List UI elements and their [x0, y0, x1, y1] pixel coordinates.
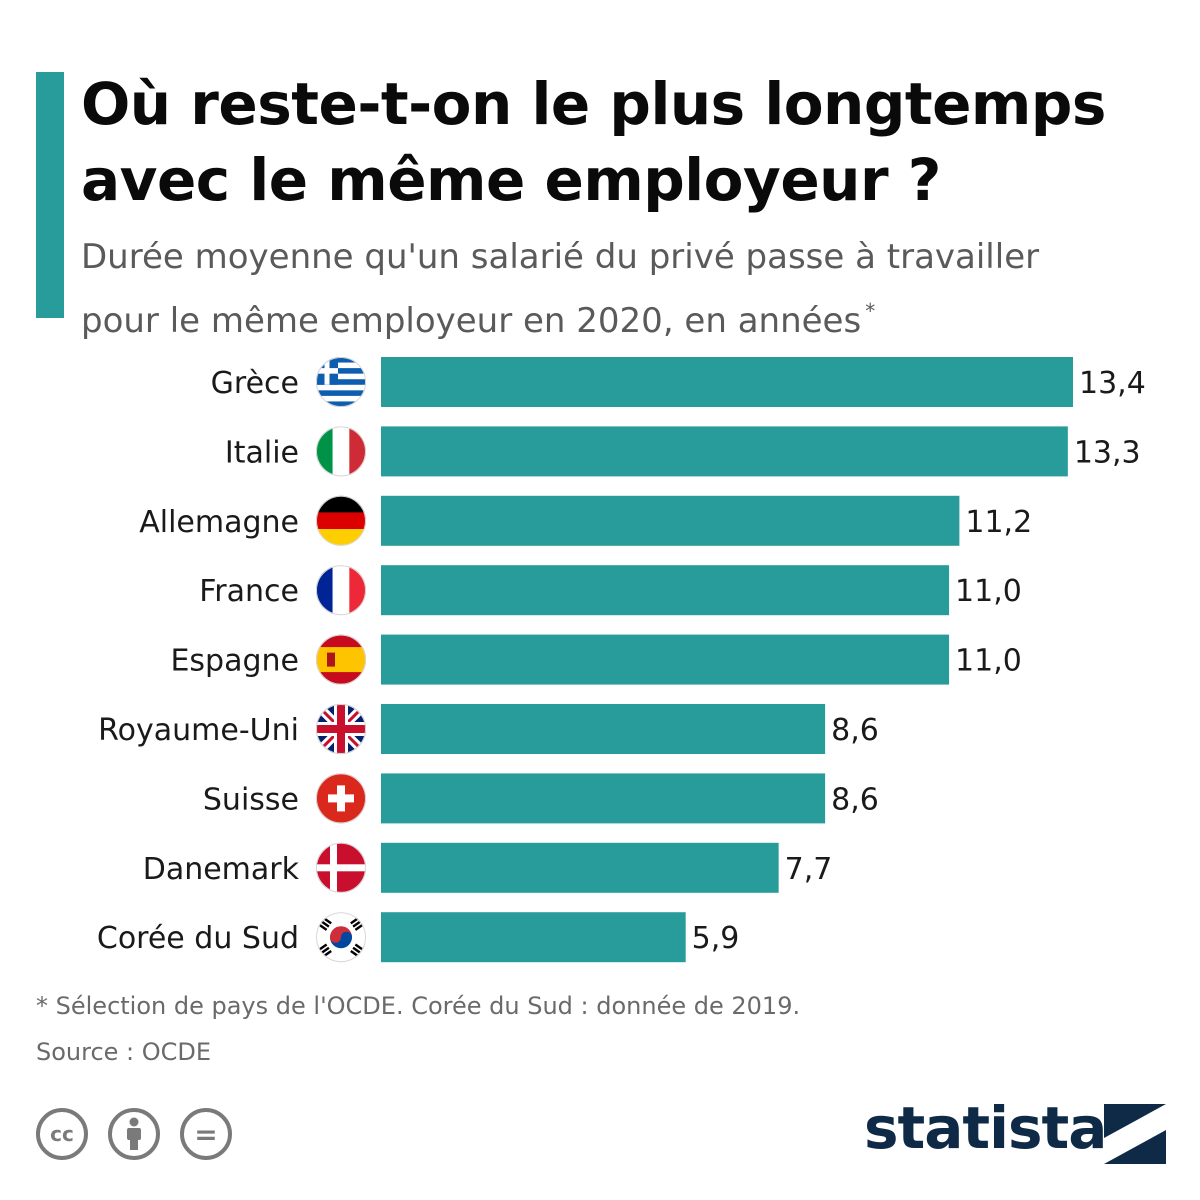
no-derivatives-equals-icon[interactable]: =	[180, 1108, 232, 1160]
subtitle-footnote-marker: *	[865, 299, 876, 323]
category-label-coree-du-sud: Corée du Sud	[97, 921, 299, 956]
category-label-danemark: Danemark	[143, 852, 300, 887]
attribution-person-icon[interactable]	[108, 1108, 160, 1160]
brand-wordmark: statista	[864, 1094, 1107, 1162]
title-line-2: avec le même employeur ?	[81, 146, 941, 214]
category-label-grece: Grèce	[211, 366, 299, 401]
value-label-grece: 13,4	[1079, 366, 1146, 401]
category-label-royaume-uni: Royaume-Uni	[98, 713, 299, 748]
subtitle-line-2: pour le même employeur en 2020, en année…	[81, 301, 862, 341]
value-label-suisse: 8,6	[831, 782, 879, 817]
value-label-espagne: 11,0	[955, 644, 1022, 679]
title-accent-bar	[36, 72, 64, 318]
page-title: Où reste-t-on le plus longtemps avec le …	[81, 66, 1181, 218]
value-label-allemagne: 11,2	[965, 505, 1032, 540]
bar-suisse	[381, 773, 826, 824]
bar-danemark	[381, 842, 779, 893]
no-derivatives-text: =	[194, 1117, 218, 1151]
bar-france	[381, 565, 950, 616]
chart-row-italie: Italie 13,3	[225, 426, 1141, 477]
chart-row-danemark: Danemark 7,7	[143, 842, 833, 893]
title-line-1: Où reste-t-on le plus longtemps	[81, 70, 1106, 138]
chart-row-coree-du-sud: Corée du Sud 5,9	[97, 912, 740, 963]
bar-allemagne	[381, 495, 960, 546]
chart-row-royaume-uni: Royaume-Uni 8,6	[98, 704, 879, 754]
value-label-royaume-uni: 8,6	[831, 713, 879, 748]
chart-row-france: France 11,0	[199, 565, 1022, 616]
category-label-france: France	[199, 574, 299, 609]
italy-flag-icon	[316, 426, 366, 477]
chart-row-suisse: Suisse 8,6	[203, 773, 879, 824]
germany-flag-icon	[316, 495, 366, 546]
creative-commons-text: cc	[50, 1122, 74, 1146]
bar-italie	[381, 426, 1068, 477]
category-label-italie: Italie	[225, 435, 299, 470]
chart-row-grece: Grèce 13,4	[211, 357, 1146, 407]
page-subtitle: Durée moyenne qu'un salarié du privé pas…	[81, 230, 1181, 348]
person-glyph	[127, 1117, 141, 1150]
bar-espagne	[381, 634, 950, 685]
source-note: Source : OCDE	[36, 1038, 212, 1066]
chart-row-espagne: Espagne 11,0	[170, 634, 1022, 685]
value-label-danemark: 7,7	[785, 852, 833, 887]
greece-flag-icon	[316, 357, 366, 407]
category-label-espagne: Espagne	[170, 644, 299, 679]
chart-row-allemagne: Allemagne 11,2	[139, 495, 1032, 546]
category-label-allemagne: Allemagne	[139, 505, 299, 540]
spain-flag-icon	[316, 634, 366, 685]
switzerland-flag-icon	[316, 773, 366, 824]
bar-grece	[381, 357, 1073, 407]
france-flag-icon	[316, 565, 366, 616]
bar-coree-du-sud	[381, 912, 686, 963]
south-korea-flag-icon	[316, 912, 366, 963]
creative-commons-icon[interactable]: cc	[36, 1108, 88, 1160]
value-label-france: 11,0	[955, 574, 1022, 609]
denmark-flag-icon	[316, 842, 366, 893]
footnote: * Sélection de pays de l'OCDE. Corée du …	[36, 992, 801, 1020]
subtitle-line-1: Durée moyenne qu'un salarié du privé pas…	[81, 237, 1040, 277]
value-label-italie: 13,3	[1074, 435, 1141, 470]
bar-royaume-uni	[381, 704, 826, 754]
category-label-suisse: Suisse	[203, 782, 299, 817]
united-kingdom-flag-icon	[316, 704, 366, 754]
statista-mark-icon	[1104, 1104, 1166, 1164]
value-label-coree-du-sud: 5,9	[692, 921, 740, 956]
